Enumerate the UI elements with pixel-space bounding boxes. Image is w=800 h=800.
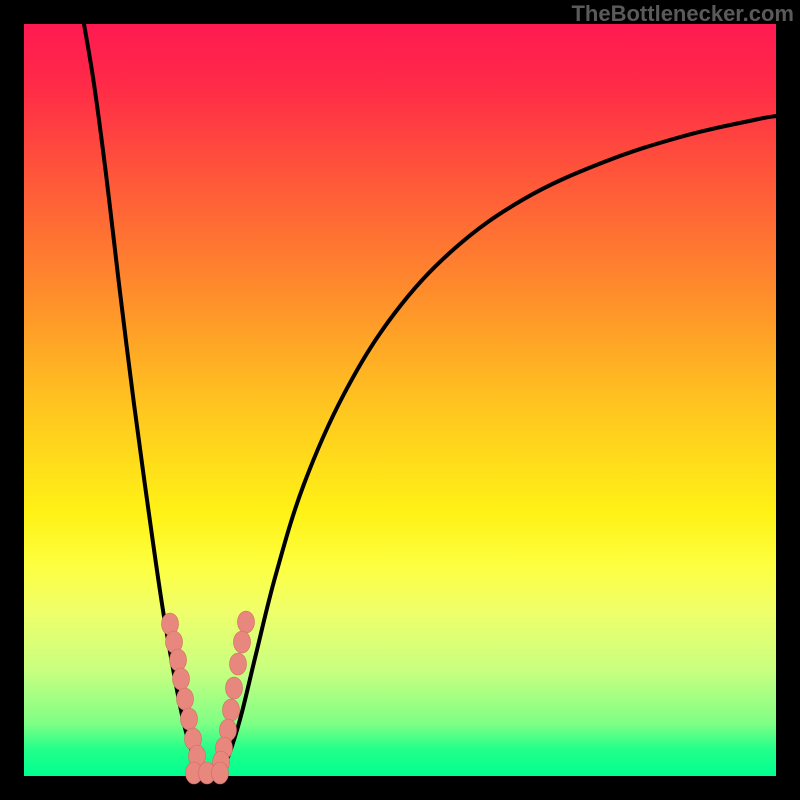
curve-layer <box>24 24 776 776</box>
plot-area <box>24 24 776 776</box>
marker-right <box>230 653 247 675</box>
curve-right <box>218 116 776 774</box>
marker-right <box>238 611 255 633</box>
marker-left <box>177 688 194 710</box>
marker-right <box>226 677 243 699</box>
marker-left <box>181 708 198 730</box>
chart-container: TheBottlenecker.com <box>0 0 800 800</box>
marker-left <box>173 668 190 690</box>
marker-left <box>170 649 187 671</box>
marker-right <box>223 699 240 721</box>
marker-right <box>234 631 251 653</box>
watermark-text: TheBottlenecker.com <box>571 1 794 27</box>
marker-bottom <box>212 762 229 784</box>
